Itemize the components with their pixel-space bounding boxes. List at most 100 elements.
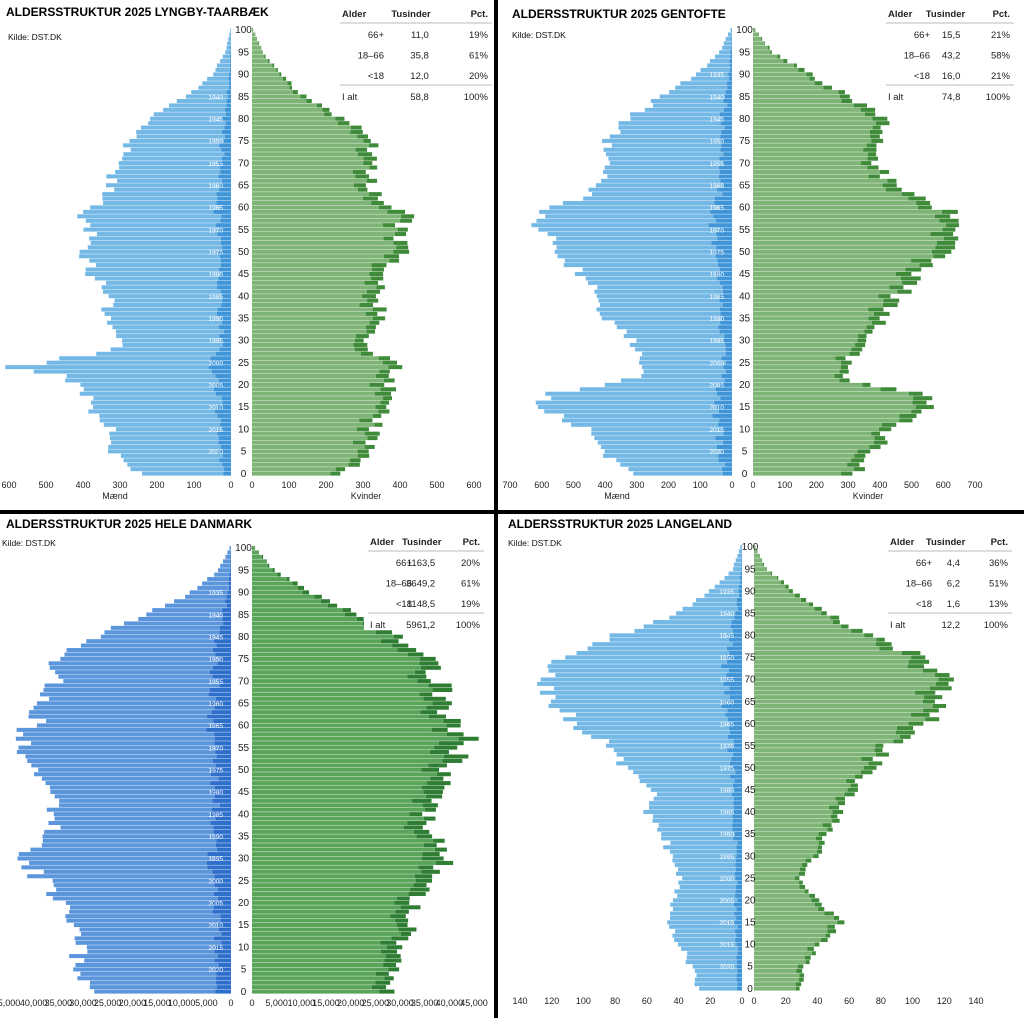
bar-women-age-97 — [754, 558, 761, 563]
bar-women-age-37 — [252, 307, 373, 312]
bar-men-diff-age-68 — [209, 687, 231, 692]
bar-men-diff-age-29 — [206, 860, 231, 865]
bar-women-diff-age-73 — [863, 147, 877, 152]
bar-women-age-66 — [753, 178, 888, 183]
bar-women-age-63 — [754, 708, 924, 713]
age-tick: 40 — [238, 291, 250, 302]
bar-men-diff-age-39 — [719, 298, 732, 303]
bar-men-diff-age-34 — [733, 836, 742, 841]
bar-women-diff-age-49 — [436, 772, 451, 777]
bar-women-age-3 — [754, 973, 800, 978]
bar-men-age-35 — [601, 316, 722, 321]
bar-men-age-46 — [85, 267, 219, 272]
bar-men-age-25 — [52, 878, 214, 883]
bar-women-diff-age-20 — [862, 382, 871, 387]
bar-women-age-11 — [754, 938, 821, 943]
bar-women-diff-age-2 — [847, 462, 860, 467]
bar-women-diff-age-63 — [923, 708, 939, 713]
age-tick: 90 — [739, 70, 751, 81]
bar-women-diff-age-7 — [804, 955, 811, 960]
table-cell: <18 — [916, 599, 932, 610]
bar-men-diff-age-5 — [215, 967, 231, 972]
bar-women-diff-age-77 — [397, 648, 417, 653]
bar-women-diff-age-72 — [867, 152, 877, 157]
bar-women-diff-age-60 — [908, 721, 924, 726]
bar-men-diff-age-73 — [212, 665, 231, 670]
bar-women-diff-age-1 — [335, 467, 346, 472]
bar-men-age-0 — [699, 986, 737, 991]
panel-divider-vertical — [494, 0, 498, 1018]
birth-year-tick: 1965 — [720, 721, 735, 728]
bar-men-diff-age-67 — [724, 690, 742, 695]
bar-men-age-9 — [681, 946, 738, 951]
bar-women-diff-age-44 — [900, 276, 921, 281]
bar-women-diff-age-47 — [427, 781, 451, 786]
x-tick-right: 600 — [936, 480, 951, 490]
bar-men-age-93 — [710, 59, 730, 64]
bar-men-diff-age-42 — [219, 803, 231, 808]
bar-men-diff-age-88 — [727, 81, 732, 86]
bar-men-age-68 — [115, 169, 221, 174]
bar-men-age-41 — [649, 805, 734, 810]
bar-women-diff-age-46 — [850, 783, 858, 788]
age-tick: 15 — [744, 918, 756, 929]
x-tick-right: 0 — [249, 480, 254, 490]
bar-men-diff-age-57 — [715, 218, 732, 223]
bar-men-age-11 — [674, 938, 736, 943]
table-header: Alder — [342, 9, 367, 20]
bar-women-diff-age-26 — [835, 356, 846, 361]
x-tick-left: 60 — [642, 996, 652, 1006]
bar-women-diff-age-27 — [421, 869, 440, 874]
birth-year-tick: 2005 — [209, 901, 224, 908]
table-cell: 16,0 — [942, 71, 961, 82]
bar-women-age-71 — [252, 156, 364, 161]
x-tick-left: 400 — [75, 480, 90, 490]
bar-men-diff-age-30 — [221, 338, 231, 343]
bar-men-diff-age-52 — [220, 240, 231, 245]
bar-men-diff-age-76 — [729, 650, 742, 655]
bar-women-age-36 — [754, 827, 828, 832]
bar-women-diff-age-3 — [851, 458, 865, 463]
bar-women-age-7 — [754, 955, 805, 960]
bar-women-age-44 — [252, 276, 372, 281]
bar-women-diff-age-98 — [261, 554, 264, 559]
x-tick-left: 40,000 — [20, 998, 48, 1008]
bar-men-diff-age-72 — [728, 668, 742, 673]
age-tick: 85 — [739, 92, 751, 103]
bar-men-diff-age-61 — [216, 200, 231, 206]
bar-men-diff-age-70 — [724, 677, 742, 682]
age-tick: 55 — [739, 225, 751, 236]
bar-men-age-15 — [667, 920, 735, 925]
bar-men-age-59 — [539, 209, 711, 214]
bar-men-age-53 — [25, 754, 217, 759]
bar-women-age-4 — [252, 453, 358, 458]
birth-year-tick: 1950 — [209, 657, 224, 664]
bar-men-age-24 — [678, 880, 738, 885]
bar-men-age-60 — [36, 723, 214, 728]
bar-women-diff-age-22 — [834, 373, 843, 379]
bar-women-diff-age-30 — [813, 854, 819, 859]
bar-women-age-6 — [252, 962, 384, 967]
bar-men-diff-age-80 — [721, 116, 732, 121]
bar-men-age-19 — [579, 387, 716, 392]
bar-men-age-39 — [114, 298, 223, 303]
bar-women-age-64 — [754, 703, 933, 708]
bar-men-diff-age-97 — [230, 559, 231, 564]
bar-men-diff-age-64 — [214, 705, 231, 710]
bar-women-age-13 — [753, 413, 900, 418]
bar-men-age-76 — [576, 650, 730, 655]
age-tick: 95 — [238, 47, 250, 58]
bar-women-diff-age-60 — [378, 205, 392, 210]
bar-men-diff-age-79 — [728, 637, 742, 642]
bar-women-age-58 — [252, 732, 447, 737]
bar-men-age-75 — [602, 138, 721, 143]
table-cell: <18 — [914, 71, 930, 82]
bar-men-age-84 — [650, 98, 724, 104]
bar-men-age-56 — [31, 741, 215, 746]
bar-men-diff-age-31 — [219, 334, 231, 339]
bar-men-age-45 — [85, 271, 221, 276]
bar-women-age-21 — [252, 896, 397, 901]
bar-women-diff-age-89 — [282, 76, 287, 81]
bar-women-diff-age-96 — [767, 45, 770, 50]
bar-men-diff-age-42 — [733, 801, 742, 806]
